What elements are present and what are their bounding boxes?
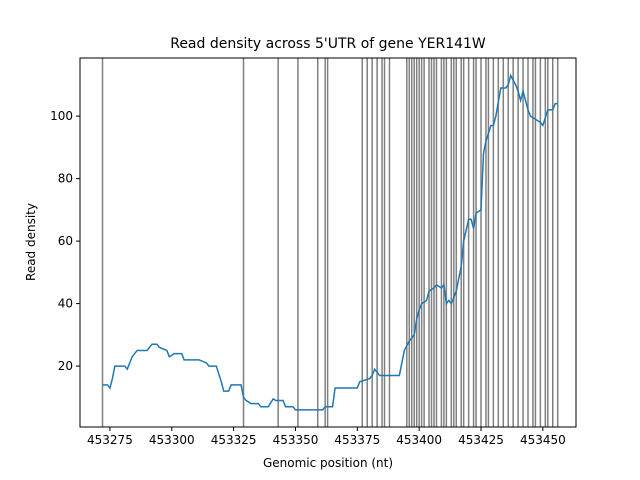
y-tick-label: 80 (58, 172, 73, 186)
y-axis-label: Read density (24, 203, 38, 281)
x-tick-label: 453325 (211, 433, 257, 447)
chart-title: Read density across 5'UTR of gene YER141… (170, 36, 486, 52)
x-tick-label: 453400 (396, 433, 442, 447)
plot-frame (79, 57, 577, 428)
x-tick-label: 453350 (273, 433, 319, 447)
x-tick-label: 453450 (520, 433, 566, 447)
x-tick-label: 453300 (149, 433, 195, 447)
x-tick-label: 453425 (458, 433, 504, 447)
y-tick-label: 40 (58, 297, 73, 311)
x-axis-label: Genomic position (nt) (263, 456, 393, 470)
y-tick-label: 100 (50, 109, 73, 123)
x-tick-label: 453375 (334, 433, 380, 447)
data-line (102, 73, 558, 411)
y-tick-label: 20 (58, 359, 73, 373)
y-tick-label: 60 (58, 234, 73, 248)
x-tick-label: 453275 (87, 433, 133, 447)
